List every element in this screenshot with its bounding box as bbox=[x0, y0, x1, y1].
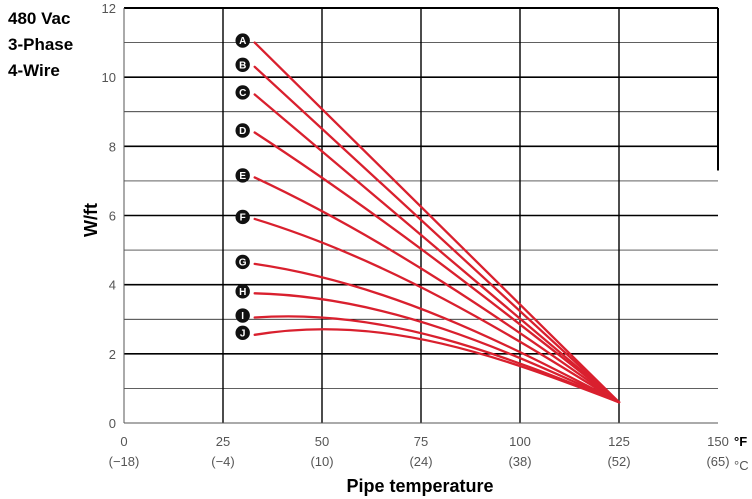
x-tick-label: 100 bbox=[509, 434, 531, 449]
x-tick-label: 150 bbox=[707, 434, 729, 449]
x-tick-label: 125 bbox=[608, 434, 630, 449]
y-tick-label: 10 bbox=[102, 70, 116, 85]
series-marker-d bbox=[235, 123, 250, 138]
series-marker-a bbox=[235, 33, 250, 48]
x-tick-label-celsius: (−18) bbox=[109, 454, 140, 469]
x-tick-label: 75 bbox=[414, 434, 428, 449]
supply-wire-label: 4-Wire bbox=[8, 61, 60, 80]
series-marker-i bbox=[235, 308, 250, 323]
x-tick-label-celsius: (65) bbox=[706, 454, 729, 469]
series-line-g bbox=[253, 262, 621, 404]
x-unit-fahrenheit: °F bbox=[734, 434, 747, 449]
series-line-e bbox=[253, 176, 621, 404]
x-axis-title: Pipe temperature bbox=[346, 476, 493, 496]
series-marker-label-b: B bbox=[239, 60, 246, 71]
x-tick-label: 50 bbox=[315, 434, 329, 449]
series-marker-label-g: G bbox=[239, 258, 247, 269]
series-marker-label-a: A bbox=[239, 36, 246, 47]
x-tick-label-celsius: (52) bbox=[607, 454, 630, 469]
series-marker-label-c: C bbox=[239, 88, 246, 99]
y-tick-label: 4 bbox=[109, 278, 116, 293]
series-marker-label-j: J bbox=[240, 328, 246, 339]
series-marker-label-d: D bbox=[239, 126, 246, 137]
x-tick-label-celsius: (10) bbox=[310, 454, 333, 469]
series-marker-label-f: F bbox=[240, 213, 246, 224]
x-unit-celsius: °C bbox=[734, 458, 749, 473]
series-line-f bbox=[253, 217, 621, 404]
series-line-a bbox=[253, 41, 621, 404]
supply-voltage-label: 480 Vac bbox=[8, 9, 71, 28]
series-marker-j bbox=[235, 325, 250, 341]
series-line-c bbox=[253, 93, 621, 404]
x-tick-label: 25 bbox=[216, 434, 230, 449]
series-marker-g bbox=[235, 254, 250, 270]
supply-phase-label: 3-Phase bbox=[8, 35, 74, 54]
x-tick-label: 0 bbox=[120, 434, 127, 449]
series-line-b bbox=[253, 65, 621, 404]
y-tick-label: 0 bbox=[109, 416, 116, 431]
series-marker-label-i: I bbox=[241, 311, 244, 322]
series-marker-label-e: E bbox=[239, 171, 246, 182]
y-tick-label: 8 bbox=[109, 139, 116, 154]
series-line-h bbox=[253, 292, 621, 404]
y-tick-label: 2 bbox=[109, 347, 116, 362]
series-line-d bbox=[253, 131, 621, 404]
x-tick-label-celsius: (−4) bbox=[211, 454, 234, 469]
chart-grid bbox=[124, 7, 718, 423]
series-marker-f bbox=[235, 209, 250, 225]
y-tick-label: 6 bbox=[109, 209, 116, 224]
chart-series bbox=[253, 41, 621, 404]
series-marker-e bbox=[235, 168, 250, 183]
chart-frame bbox=[123, 7, 719, 424]
series-line-j bbox=[253, 328, 621, 404]
series-marker-label-h: H bbox=[239, 287, 246, 298]
axis-ticks: 0 2 4 6 8 10 12 0 (−18) 25 (−4) 50 (10) 75 (24) 100 (38)… bbox=[102, 1, 730, 469]
y-tick-label: 12 bbox=[102, 1, 116, 16]
series-marker-c bbox=[235, 85, 250, 100]
x-tick-label-celsius: (24) bbox=[409, 454, 432, 469]
series-markers: A B C D E F G H IJ bbox=[235, 33, 250, 341]
series-marker-h bbox=[235, 284, 250, 299]
series-marker-b bbox=[235, 57, 250, 72]
y-axis-title: W/ft bbox=[81, 203, 101, 237]
x-tick-label-celsius: (38) bbox=[508, 454, 531, 469]
